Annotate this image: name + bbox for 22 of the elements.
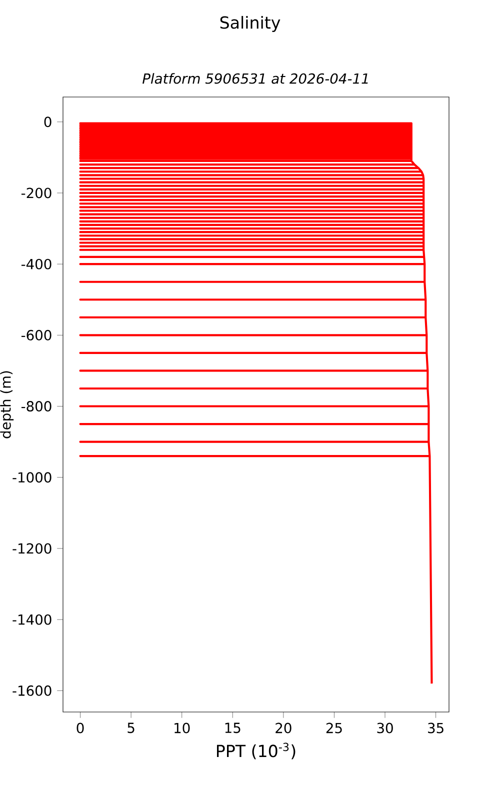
y-tick-label: -1200 [12, 543, 52, 554]
x-tick-label: 35 [428, 722, 444, 734]
x-tick-label: 10 [174, 722, 190, 734]
y-tick-label: -1000 [12, 472, 52, 483]
y-tick-label: -400 [21, 258, 52, 270]
x-axis-title: PPT (10$^{-3}$) [216, 742, 296, 760]
y-tick-label: -1400 [12, 614, 52, 625]
y-tick-label: -200 [21, 188, 52, 198]
y-tick-label: -1600 [12, 685, 52, 696]
x-tick-label: 5 [128, 722, 134, 734]
x-tick-label: 20 [276, 722, 292, 734]
y-axis-title: depth (m) [0, 371, 14, 438]
x-tick-label: 0 [76, 722, 84, 734]
line-series [79, 122, 433, 685]
chart-title: Salinity [220, 16, 280, 32]
chart-subtitle: Platform 5906531 at 2026-04-11 [142, 73, 368, 84]
y-tick-label: -800 [21, 401, 52, 412]
y-tick-label: 0 [44, 116, 52, 128]
x-tick-label: 30 [377, 722, 393, 734]
y-tick-label: -600 [21, 330, 52, 340]
x-tick-label: 25 [326, 722, 342, 734]
x-tick-label: 15 [225, 722, 240, 734]
